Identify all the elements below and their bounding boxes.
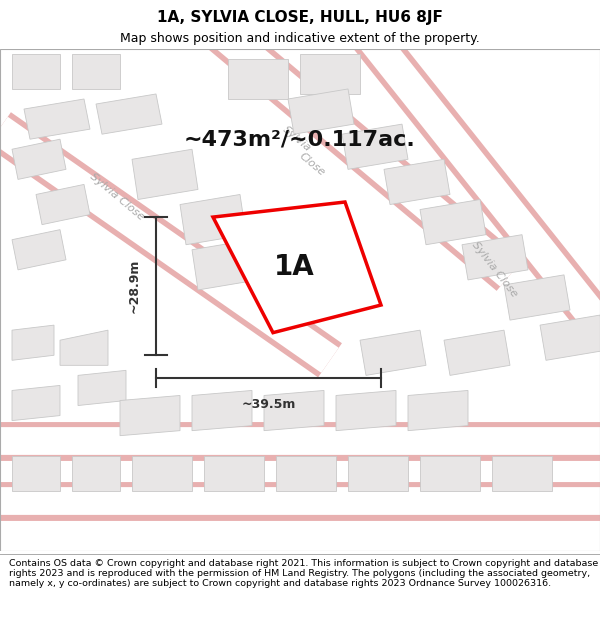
Polygon shape [36,184,90,224]
Polygon shape [264,391,324,431]
Polygon shape [12,139,66,179]
Polygon shape [180,194,246,245]
Text: Sylvia Close: Sylvia Close [88,171,146,222]
Polygon shape [96,94,162,134]
Text: Sylvia: Sylvia [281,124,313,154]
Text: Map shows position and indicative extent of the property.: Map shows position and indicative extent… [120,32,480,45]
Polygon shape [213,202,381,332]
Polygon shape [276,456,336,491]
Polygon shape [348,456,408,491]
Polygon shape [72,54,120,89]
Polygon shape [78,371,126,406]
Text: Contains OS data © Crown copyright and database right 2021. This information is : Contains OS data © Crown copyright and d… [9,559,598,588]
Polygon shape [408,391,468,431]
Polygon shape [384,159,450,204]
Polygon shape [120,396,180,436]
Polygon shape [420,456,480,491]
Text: ~473m²/~0.117ac.: ~473m²/~0.117ac. [184,129,416,149]
Polygon shape [24,99,90,139]
Text: ~39.5m: ~39.5m [241,398,296,411]
Polygon shape [492,456,552,491]
Polygon shape [204,456,264,491]
Polygon shape [192,391,252,431]
Polygon shape [336,391,396,431]
Polygon shape [12,386,60,421]
Polygon shape [12,325,54,360]
Text: ~28.9m: ~28.9m [128,259,141,313]
Polygon shape [288,89,354,134]
Polygon shape [132,456,192,491]
Polygon shape [132,149,198,199]
Polygon shape [192,240,258,290]
Polygon shape [504,275,570,320]
Polygon shape [228,59,288,99]
Polygon shape [60,330,108,366]
Polygon shape [72,456,120,491]
Polygon shape [12,229,66,270]
Polygon shape [12,456,60,491]
Polygon shape [540,315,600,360]
Text: Sylvia Close: Sylvia Close [470,240,520,299]
Polygon shape [12,54,60,89]
Polygon shape [300,54,360,94]
Polygon shape [462,234,528,280]
Text: Close: Close [297,151,327,178]
Text: 1A: 1A [274,253,314,281]
Polygon shape [342,124,408,169]
Polygon shape [420,199,486,245]
Text: 1A, SYLVIA CLOSE, HULL, HU6 8JF: 1A, SYLVIA CLOSE, HULL, HU6 8JF [157,10,443,25]
Polygon shape [444,330,510,376]
Polygon shape [360,330,426,376]
